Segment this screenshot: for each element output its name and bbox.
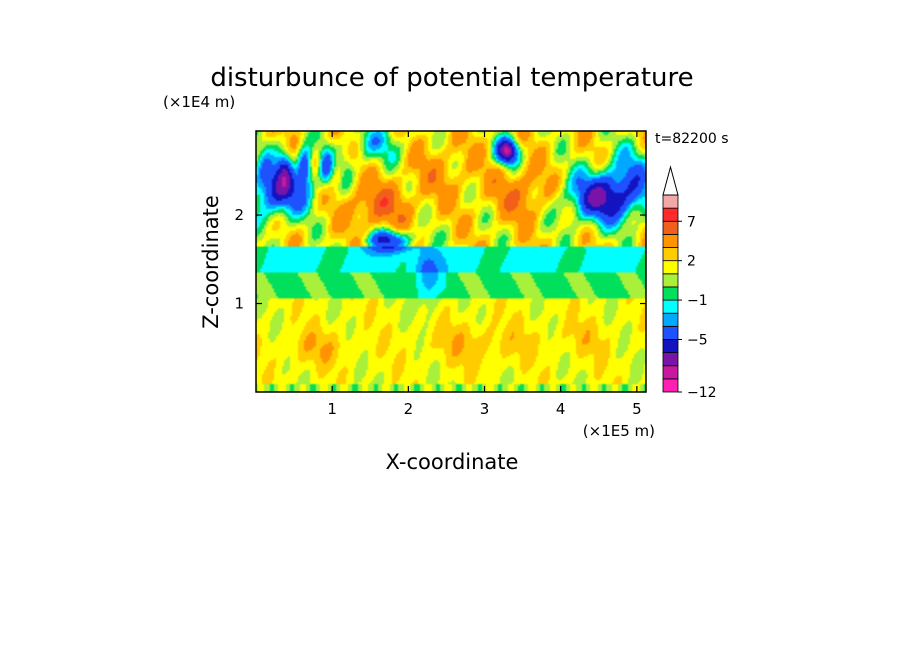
x-scale-label: (×1E5 m) xyxy=(583,422,655,440)
time-label: t=82200 s xyxy=(655,131,729,147)
colorbar-swatch xyxy=(662,220,679,235)
plot-frame xyxy=(255,130,647,393)
colorbar-tick-label: −12 xyxy=(687,385,717,401)
heatmap-image xyxy=(256,131,646,392)
colorbar-swatch xyxy=(662,378,679,393)
y-scale-label: (×1E4 m) xyxy=(163,93,235,111)
colorbar: −12−5−127 xyxy=(662,165,717,401)
x-tick-label: 3 xyxy=(480,400,490,418)
colorbar-extend-arrow xyxy=(662,165,679,196)
y-axis: 12 xyxy=(234,206,646,313)
colorbar-tick-label: 2 xyxy=(687,254,696,270)
colorbar-tick-label: 7 xyxy=(687,214,696,230)
colorbar-swatch xyxy=(662,365,679,380)
colorbar-swatch xyxy=(662,207,679,222)
colorbar-swatch xyxy=(662,233,679,248)
y-tick-label: 2 xyxy=(234,206,244,224)
y-tick-label: 1 xyxy=(234,295,244,313)
colorbar-swatch xyxy=(662,312,679,327)
colorbar-swatch xyxy=(662,352,679,367)
colorbar-swatch xyxy=(662,325,679,340)
colorbar-swatch xyxy=(662,299,679,314)
x-tick-label: 5 xyxy=(632,400,642,418)
colorbar-swatch xyxy=(662,286,679,301)
x-axis-label: X-coordinate xyxy=(386,450,519,474)
y-axis-label: Z-coordinate xyxy=(199,195,223,329)
x-tick-label: 1 xyxy=(327,400,337,418)
x-axis: 1 2 3 4 5 xyxy=(327,131,642,418)
colorbar-tick-label: −1 xyxy=(687,293,708,309)
x-tick-label: 4 xyxy=(556,400,566,418)
colorbar-swatch xyxy=(662,339,679,354)
colorbar-swatch xyxy=(662,194,679,209)
x-tick-label: 2 xyxy=(404,400,414,418)
chart-title: disturbunce of potential temperature xyxy=(210,63,693,93)
colorbar-swatch xyxy=(662,260,679,275)
heatmap-field xyxy=(256,131,646,392)
colorbar-swatch xyxy=(662,273,679,288)
colorbar-swatch xyxy=(662,247,679,262)
colorbar-tick-label: −5 xyxy=(687,332,708,348)
